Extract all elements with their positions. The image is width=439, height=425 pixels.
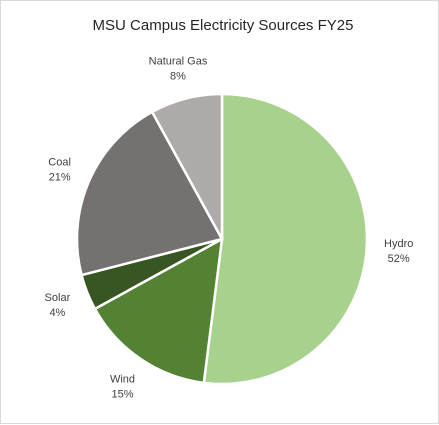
pie-slice-hydro [202, 92, 369, 386]
pie-slice-wind [93, 236, 224, 385]
pie-slices [75, 92, 369, 386]
chart-title: MSU Campus Electricity Sources FY25 [93, 17, 354, 34]
data-label-hydro: Hydro 52% [384, 238, 413, 265]
data-label-wind: Wind 15% [110, 373, 135, 400]
pie-slice-coal [75, 110, 224, 277]
data-labels: Hydro 52% Wind 15% Solar 4% Coal 21% Natural Gas… [45, 56, 414, 401]
data-label-coal: Coal 21% [48, 157, 71, 184]
pie-slice-natural-gas [150, 92, 224, 240]
data-label-solar: Solar 4% [45, 292, 71, 319]
data-label-natural-gas: Natural Gas 8% [149, 56, 208, 83]
